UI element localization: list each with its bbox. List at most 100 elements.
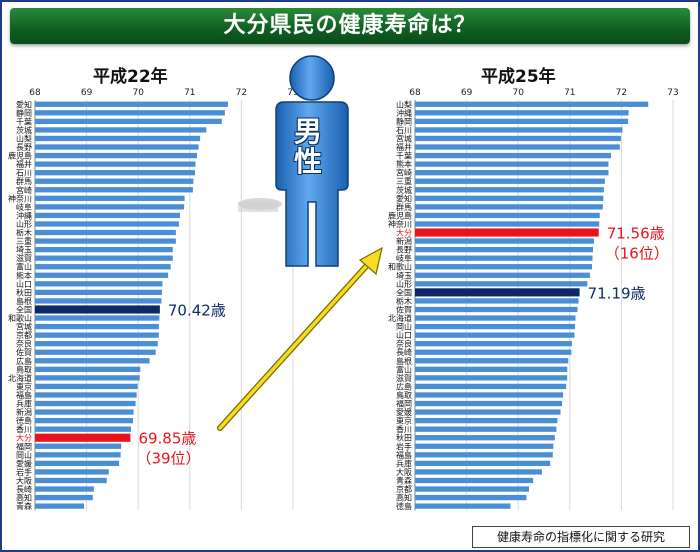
bar-京都 xyxy=(415,486,530,492)
category-label: 島根 xyxy=(396,356,412,366)
bar-岐阜 xyxy=(415,255,593,261)
category-label: 山形 xyxy=(16,219,32,229)
bar-愛知 xyxy=(415,195,604,201)
plot-area xyxy=(415,100,673,511)
category-label: 静岡 xyxy=(16,108,32,118)
category-label: 山口 xyxy=(16,279,32,289)
bar-熊本 xyxy=(35,272,169,278)
title-banner: 大分県民の健康寿命は？ xyxy=(10,8,690,44)
bar-奈良 xyxy=(35,341,158,347)
chart-title-right: 平成25年 xyxy=(481,67,556,87)
category-label: 奈良 xyxy=(16,339,32,349)
bar-香川 xyxy=(35,426,131,432)
category-label: 富山 xyxy=(16,262,32,272)
tick-label: 70 xyxy=(132,88,144,98)
bar-千葉 xyxy=(415,152,612,159)
category-label: 長崎 xyxy=(16,484,32,494)
category-label: 三重 xyxy=(396,176,412,186)
bar-福島 xyxy=(35,392,137,398)
category-label: 香川 xyxy=(16,424,32,434)
category-label: 熊本 xyxy=(16,270,32,280)
category-label: 高知 xyxy=(396,493,412,503)
bar-山口 xyxy=(35,281,163,287)
bar-神奈川 xyxy=(35,195,185,201)
bar-福井 xyxy=(415,144,620,150)
bar-兵庫 xyxy=(415,460,551,467)
bar-高知 xyxy=(415,494,527,501)
bar-宮崎 xyxy=(415,170,609,176)
category-label: 茨城 xyxy=(16,125,32,135)
category-label: 鳥取 xyxy=(16,364,32,374)
category-label: 長野 xyxy=(16,143,32,152)
bar-青森 xyxy=(35,503,85,509)
tick-label: 73 xyxy=(287,88,298,98)
category-label: 岡山 xyxy=(396,322,412,332)
category-label: 新潟 xyxy=(16,407,32,417)
category-label: 兵庫 xyxy=(16,399,32,409)
bar-島根 xyxy=(35,298,162,304)
bar-滋賀 xyxy=(35,255,173,261)
chart-title-left: 平成22年 xyxy=(93,67,168,87)
bar-群馬 xyxy=(415,204,603,210)
bar-岡山 xyxy=(415,323,575,330)
highlight-value-全国: 71.19歳 xyxy=(588,284,646,302)
category-label: 静岡 xyxy=(396,116,412,126)
category-label: 大分 xyxy=(396,228,412,238)
bar-静岡 xyxy=(35,110,225,116)
category-label: 大阪 xyxy=(396,467,412,477)
category-label: 愛媛 xyxy=(396,407,412,417)
bar-三重 xyxy=(415,178,605,184)
category-label: 秋田 xyxy=(16,287,32,297)
bar-北海道 xyxy=(35,375,140,381)
bar-鹿児島 xyxy=(415,212,600,219)
bar-北海道 xyxy=(415,315,576,321)
bar-栃木 xyxy=(35,229,176,236)
category-label: 青森 xyxy=(396,475,412,485)
bar-福岡 xyxy=(415,400,563,407)
category-label: 神奈川 xyxy=(388,219,412,229)
bar-広島 xyxy=(415,383,567,390)
category-label: 北海道 xyxy=(8,373,32,383)
category-label: 福岡 xyxy=(16,442,32,451)
category-label: 山梨 xyxy=(16,133,32,143)
category-label: 長崎 xyxy=(396,347,412,357)
category-label: 大分 xyxy=(16,433,32,443)
bar-茨城 xyxy=(415,187,604,193)
category-label: 石川 xyxy=(16,169,32,178)
category-label: 東京 xyxy=(16,381,32,391)
bar-山形 xyxy=(415,281,588,287)
category-label: 岡山 xyxy=(16,450,32,460)
category-label: 岩手 xyxy=(396,441,412,451)
category-label: 三重 xyxy=(16,236,32,246)
category-label: 群馬 xyxy=(396,202,412,212)
category-label: 全国 xyxy=(396,287,412,297)
bar-長崎 xyxy=(415,349,572,355)
category-label: 宮城 xyxy=(16,322,32,332)
bar-東京 xyxy=(415,417,558,424)
category-label: 島根 xyxy=(16,296,32,306)
category-label: 広島 xyxy=(396,381,412,391)
category-label: 岐阜 xyxy=(16,202,32,212)
bar-石川 xyxy=(415,127,623,133)
bar-鳥取 xyxy=(35,366,141,372)
bar-全国 xyxy=(35,305,160,314)
bar-石川 xyxy=(35,170,195,176)
category-label: 栃木 xyxy=(16,228,32,238)
category-label: 茨城 xyxy=(396,185,412,195)
bar-熊本 xyxy=(415,161,609,167)
category-label: 佐賀 xyxy=(16,347,32,357)
bar-群馬 xyxy=(35,178,194,184)
category-label: 岐阜 xyxy=(396,253,412,263)
category-label: 和歌山 xyxy=(388,262,412,272)
category-label: 富山 xyxy=(396,364,412,374)
category-label: 滋賀 xyxy=(396,373,412,383)
bar-佐賀 xyxy=(35,349,156,355)
category-label: 沖縄 xyxy=(396,108,412,118)
bar-山梨 xyxy=(415,101,649,107)
bar-大阪 xyxy=(35,477,107,484)
bar-新潟 xyxy=(415,238,595,244)
bar-徳島 xyxy=(35,417,134,424)
bar-岩手 xyxy=(35,469,109,475)
bar-茨城 xyxy=(35,127,207,133)
